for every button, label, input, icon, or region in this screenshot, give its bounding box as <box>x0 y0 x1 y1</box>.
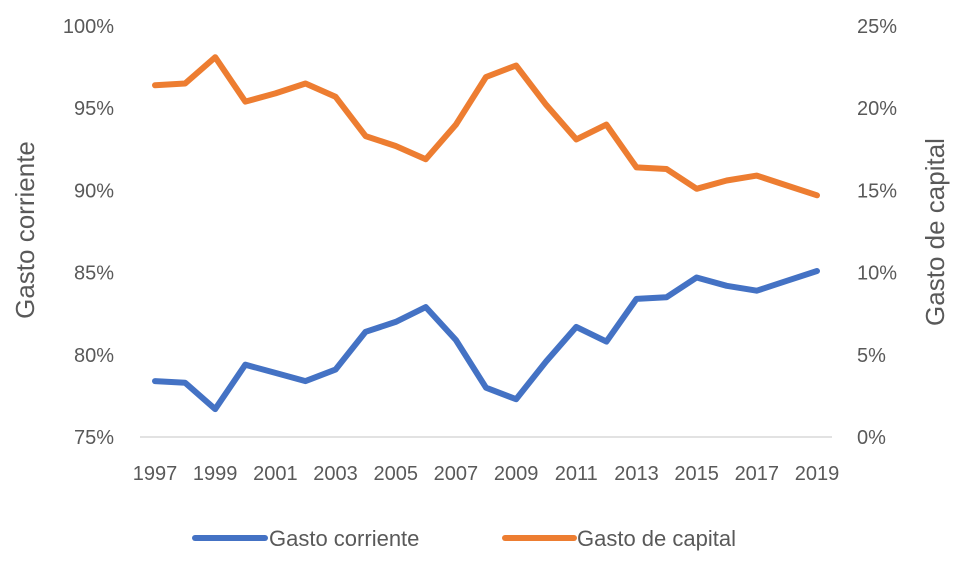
x-tick-label: 2011 <box>555 463 598 485</box>
legend: Gasto corriente Gasto de capital <box>192 526 736 551</box>
left-tick-label: 100% <box>63 16 114 38</box>
right-axis: 0% 5% 10% 15% 20% 25% <box>857 16 897 449</box>
x-tick-label: 2009 <box>494 463 539 485</box>
x-tick-label: 2001 <box>253 463 298 485</box>
left-tick-label: 85% <box>74 263 114 285</box>
left-axis: 75% 80% 85% 90% 95% 100% <box>63 16 114 449</box>
left-tick-label: 80% <box>74 345 114 367</box>
x-tick-label: 2013 <box>614 463 659 485</box>
plot-area <box>152 54 820 413</box>
x-tick-label: 2019 <box>795 463 840 485</box>
x-tick-label: 2007 <box>434 463 479 485</box>
series-line-gasto-corriente <box>152 268 820 413</box>
x-tick-label: 2003 <box>313 463 358 485</box>
left-axis-title: Gasto corriente <box>10 141 40 319</box>
x-tick-label: 2005 <box>373 463 418 485</box>
left-tick-label: 75% <box>74 427 114 449</box>
right-axis-title: Gasto de capital <box>920 138 950 326</box>
series-line-gasto-de-capital <box>152 54 820 199</box>
left-tick-label: 90% <box>74 180 114 202</box>
right-tick-label: 15% <box>857 180 897 202</box>
x-tick-label: 1999 <box>193 463 238 485</box>
right-tick-label: 20% <box>857 98 897 120</box>
x-tick-label: 2015 <box>674 463 719 485</box>
legend-label-gasto-corriente: Gasto corriente <box>269 526 419 551</box>
right-tick-label: 10% <box>857 263 897 285</box>
legend-label-gasto-de-capital: Gasto de capital <box>577 526 736 551</box>
right-tick-label: 5% <box>857 345 886 367</box>
x-tick-label: 1997 <box>133 463 178 485</box>
right-tick-label: 25% <box>857 16 897 38</box>
right-tick-label: 0% <box>857 427 886 449</box>
left-tick-label: 95% <box>74 98 114 120</box>
x-tick-label: 2017 <box>735 463 780 485</box>
x-axis: 1997 1999 2001 2003 2005 2007 2009 2011 2013 2015… <box>133 463 840 485</box>
